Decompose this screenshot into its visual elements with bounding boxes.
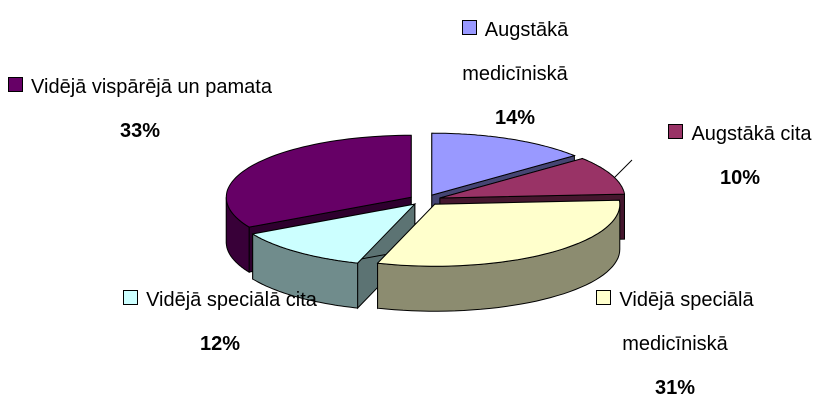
- category-name: Vidējā speciālā medicīniskā: [619, 289, 754, 355]
- percent-label: 33%: [119, 120, 161, 142]
- percent-label: 31%: [654, 377, 696, 399]
- leader-line: [611, 159, 633, 181]
- slice-label: Vidējā speciālā medicīniskā 31%: [545, 278, 805, 401]
- category-name: Augstākā medicīniskā: [462, 19, 569, 85]
- percent-label: 12%: [199, 333, 241, 355]
- slice: [376, 199, 621, 267]
- slice-label: Vidējā vispārējā un pamata 33%: [0, 65, 280, 153]
- slice: [225, 134, 412, 228]
- category-name: Vidējā vispārējā un pamata: [31, 76, 272, 98]
- percent-label: 10%: [719, 167, 761, 189]
- legend-swatch: [461, 20, 477, 35]
- category-name: Vidējā speciālā cita: [146, 289, 317, 311]
- slice: [431, 132, 576, 196]
- legend-swatch: [668, 124, 684, 139]
- slice: [251, 203, 417, 264]
- legend-swatch: [8, 77, 24, 92]
- slice-label: Vidējā speciālā cita 12%: [90, 278, 350, 366]
- slice: [439, 157, 626, 199]
- legend-swatch: [123, 290, 139, 305]
- slice-label: Augstākā cita 10%: [640, 112, 824, 200]
- category-name: Augstākā cita: [691, 123, 812, 145]
- percent-label: 14%: [494, 107, 536, 129]
- legend-swatch: [596, 290, 612, 305]
- slice-label: Augstākā medicīniskā 14%: [430, 8, 600, 140]
